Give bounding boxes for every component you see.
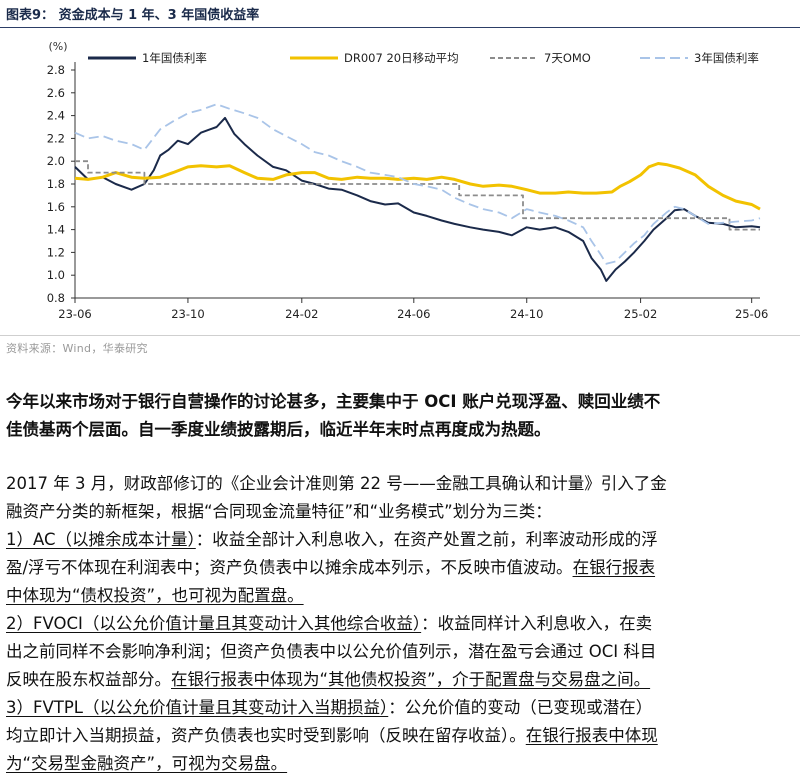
fvtpl-heading: 3）FVTPL（以公允价值计量且其变动计入当期损益） [6,698,389,717]
x-tick-label: 24-02 [285,307,318,321]
series-line [74,103,761,265]
ac-heading: 1）AC（以摊余成本计量） [6,530,196,549]
fvoci-line-2: 出之前同样不会影响净利润；但资产负债表中以公允价值列示，潜在盈亏会通过 OCI … [6,642,657,661]
y-tick-label: 2.6 [47,86,65,100]
fvoci-text: ：收益同样计入利息收入，在卖 [421,614,653,633]
x-tick-label: 23-10 [171,307,204,321]
series-line [74,162,761,211]
y-tick-label: 1.6 [47,200,65,214]
fvtpl-highlight: 在银行报表中体现 [525,726,658,745]
source-divider [0,335,800,336]
legend-label: DR007 20日移动平均 [344,51,459,65]
y-tick-label: 1.0 [47,268,65,282]
body-paragraph: 2017 年 3 月，财政部修订的《企业会计准则第 22 号——金融工具确认和计… [6,470,796,778]
fvtpl-text: ：公允价值的变动（已变现或潜在） [388,698,653,717]
ac-highlight: 在银行报表 [572,558,656,577]
x-tick-label: 25-06 [735,307,768,321]
body-line: 2017 年 3 月，财政部修订的《企业会计准则第 22 号——金融工具确认和计… [6,474,667,493]
legend-label: 1年国债利率 [142,51,207,65]
fvoci-highlight: 在银行报表中体现为“其他债权投资”，介于配置盘与交易盘之间。 [171,670,651,689]
x-tick-label: 25-02 [624,307,657,321]
figure-title: 图表9： 资金成本与 1 年、3 年国债收益率 [6,8,260,23]
x-tick-label: 23-06 [58,307,91,321]
y-tick-label: 1.4 [47,223,65,237]
series-line [75,160,760,231]
ac-line-2: 盈/浮亏不体现在利润表中；资产负债表中以摊余成本列示，不反映市值波动。在银行报表 [6,554,796,582]
x-tick-label: 24-10 [510,307,543,321]
fvtpl-highlight: 为“交易型金融资产”，可视为交易盘。 [6,754,288,773]
legend-label: 7天OMO [544,51,591,65]
fvtpl-line-2: 均立即计入当期损益，资产负债表也实时受到影响（反映在留存收益）。在银行报表中体现 [6,722,796,750]
series-line [74,116,761,282]
figure-source: 资料来源：Wind，华泰研究 [6,342,148,355]
title-divider [0,27,800,28]
y-tick-label: 2.4 [47,109,65,123]
lead-line-1: 今年以来市场对于银行自营操作的讨论甚多，主要集中于 OCI 账户兑现浮盈、赎回业… [6,392,661,411]
y-tick-label: 1.8 [47,177,65,191]
lead-paragraph: 今年以来市场对于银行自营操作的讨论甚多，主要集中于 OCI 账户兑现浮盈、赎回业… [6,388,796,444]
lead-line-2: 佳债基两个层面。自一季度业绩披露期后，临近半年末时点再度成为热题。 [6,420,551,439]
fvtpl-text: 均立即计入当期损益，资产负债表也实时受到影响（反映在留存收益）。 [6,726,526,745]
y-tick-label: 2.0 [47,154,65,168]
fvoci-line-3: 反映在股东权益部分。在银行报表中体现为“其他债权投资”，介于配置盘与交易盘之间。 [6,666,796,694]
y-unit-label: (%) [48,40,67,53]
body-line: 融资产分类的新框架，根据“合同现金流量特征”和“业务模式”划分为三类： [6,502,552,521]
fvtpl-line-1: 3）FVTPL（以公允价值计量且其变动计入当期损益）：公允价值的变动（已变现或潜… [6,694,796,722]
ac-highlight: 中体现为“债权投资”，也可视为配置盘。 [6,586,304,605]
y-tick-label: 0.8 [47,291,65,305]
y-tick-label: 1.2 [47,245,65,259]
fvoci-text: 反映在股东权益部分。 [6,670,171,689]
ac-line-1: 1）AC（以摊余成本计量）：收益全部计入利息收入，在资产处置之前，利率波动形成的… [6,526,796,554]
fvoci-heading: 2）FVOCI（以公允价值计量且其变动计入其他综合收益） [6,614,422,633]
fvoci-line-1: 2）FVOCI（以公允价值计量且其变动计入其他综合收益）：收益同样计入利息收入，… [6,610,796,638]
x-tick-label: 24-06 [397,307,430,321]
ac-text: ：收益全部计入利息收入，在资产处置之前，利率波动形成的浮 [195,530,658,549]
y-tick-label: 2.8 [47,63,65,77]
rates-line-chart: (%) 2.8 2.6 2.4 2.2 2.0 1.8 1.6 1.4 1.2 1.0 0.8 23-0… [47,40,769,321]
y-tick-label: 2.2 [47,131,65,145]
legend-label: 3年国债利率 [694,51,759,65]
ac-text: 盈/浮亏不体现在利润表中；资产负债表中以摊余成本列示，不反映市值波动。 [6,558,573,577]
